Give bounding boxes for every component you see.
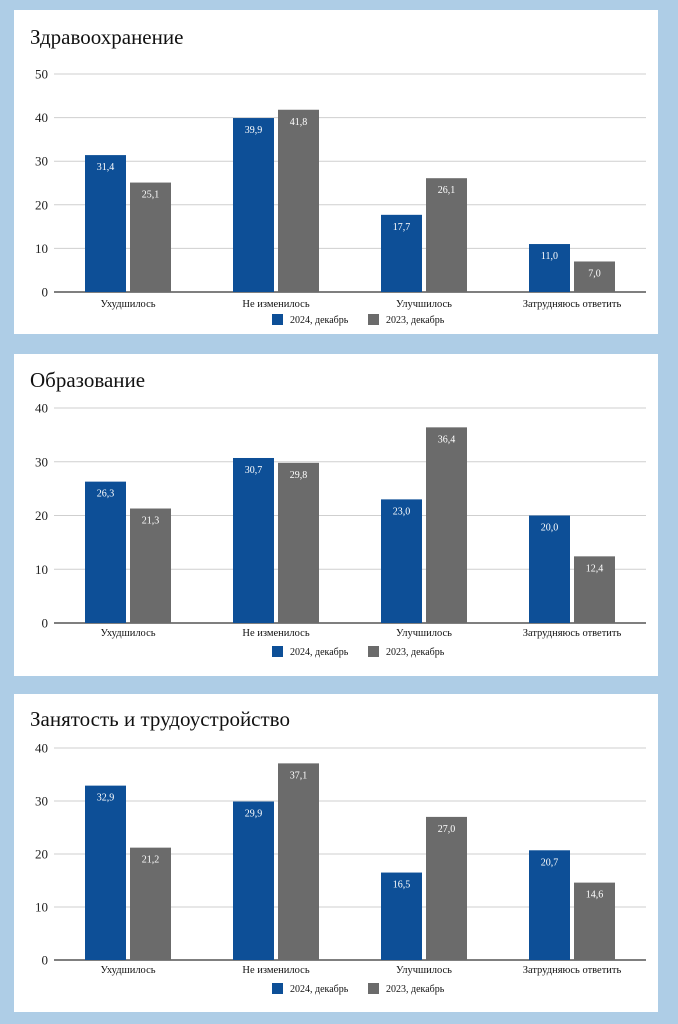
legend-label: 2024, декабрь: [290, 647, 349, 658]
category-label: Затрудняюсь ответить: [523, 628, 622, 639]
y-tick-label: 40: [35, 401, 48, 416]
data-label: 23,0: [393, 506, 411, 517]
bar: [85, 155, 126, 292]
y-tick-label: 20: [35, 847, 48, 862]
data-label: 27,0: [438, 824, 456, 835]
chart-title: Занятость и трудоустройство: [30, 707, 290, 731]
bar: [426, 816, 467, 960]
legend-label: 2023, декабрь: [386, 315, 445, 326]
category-label: Затрудняюсь ответить: [523, 299, 622, 310]
data-label: 26,3: [97, 489, 115, 500]
bar: [426, 178, 467, 292]
y-tick-label: 40: [35, 110, 48, 125]
legend-swatch: [272, 314, 283, 325]
bar: [278, 763, 319, 960]
legend-swatch: [368, 314, 379, 325]
legend-swatch: [368, 983, 379, 994]
bar: [233, 457, 274, 623]
data-label: 41,8: [290, 117, 308, 128]
y-tick-label: 20: [35, 197, 48, 212]
data-label: 20,0: [541, 523, 559, 534]
data-label: 21,3: [142, 516, 160, 527]
data-label: 37,1: [290, 770, 308, 781]
bar: [574, 261, 615, 292]
legend-swatch: [368, 646, 379, 657]
bar: [529, 244, 570, 292]
chart-svg-employment: Занятость и трудоустройство 0 10 20 30 40 32,9…: [30, 707, 646, 995]
category-label: Ухудшилось: [100, 628, 155, 639]
bar: [426, 427, 467, 623]
bar: [278, 109, 319, 292]
bar: [574, 882, 615, 960]
bar: [233, 118, 274, 292]
data-label: 30,7: [245, 465, 263, 476]
bar: [381, 214, 422, 292]
y-tick-label: 40: [35, 741, 48, 756]
y-tick-label: 30: [35, 154, 48, 169]
bar: [85, 785, 126, 960]
chart-panel-healthcare: Здравоохранение 0 10 20 30 40 50 31,4 25,1 Ухудши…: [14, 10, 658, 334]
y-tick-label: 30: [35, 454, 48, 469]
bar: [130, 182, 171, 292]
y-tick-label: 30: [35, 794, 48, 809]
data-label: 29,8: [290, 470, 308, 481]
bar: [381, 499, 422, 623]
bar: [574, 556, 615, 623]
category-label: Не изменилось: [242, 628, 309, 639]
data-label: 32,9: [97, 793, 115, 804]
chart-title: Здравоохранение: [30, 25, 183, 49]
y-tick-label: 50: [35, 67, 48, 82]
bar: [381, 872, 422, 960]
bar: [233, 801, 274, 960]
y-tick-label: 0: [42, 616, 49, 631]
data-label: 17,7: [393, 222, 411, 233]
bar: [529, 515, 570, 623]
data-label: 29,9: [245, 809, 263, 820]
y-tick-label: 0: [42, 953, 49, 968]
category-label: Ухудшилось: [100, 299, 155, 310]
chart-panel-employment: Занятость и трудоустройство 0 10 20 30 40 32,9…: [14, 694, 658, 1012]
y-tick-label: 10: [35, 241, 48, 256]
y-tick-label: 0: [42, 285, 49, 300]
category-label: Ухудшилось: [100, 965, 155, 976]
category-label: Улучшилось: [396, 965, 452, 976]
category-label: Улучшилось: [396, 299, 452, 310]
chart-svg-healthcare: Здравоохранение 0 10 20 30 40 50 31,4 25,1 Ухудши…: [30, 25, 646, 326]
data-label: 14,6: [586, 890, 604, 901]
data-label: 26,1: [438, 185, 456, 196]
data-label: 25,1: [142, 190, 160, 201]
legend-label: 2024, декабрь: [290, 984, 349, 995]
chart-title: Образование: [30, 368, 145, 392]
bar: [278, 462, 319, 623]
chart-panel-education: Образование 0 10 20 30 40 26,3 21,3 Ухудшилось 30…: [14, 354, 658, 676]
data-label: 39,9: [245, 125, 263, 136]
data-label: 16,5: [393, 880, 411, 891]
y-tick-label: 10: [35, 900, 48, 915]
bar: [130, 508, 171, 623]
data-label: 20,7: [541, 857, 559, 868]
y-tick-label: 10: [35, 562, 48, 577]
category-label: Улучшилось: [396, 628, 452, 639]
data-label: 7,0: [588, 268, 601, 279]
data-label: 36,4: [438, 434, 456, 445]
y-tick-label: 20: [35, 508, 48, 523]
category-label: Не изменилось: [242, 299, 309, 310]
legend-label: 2024, декабрь: [290, 315, 349, 326]
data-label: 21,2: [142, 855, 160, 866]
legend-swatch: [272, 646, 283, 657]
bar: [130, 847, 171, 960]
data-label: 11,0: [541, 251, 558, 262]
legend-label: 2023, декабрь: [386, 984, 445, 995]
bar: [529, 850, 570, 960]
category-label: Не изменилось: [242, 965, 309, 976]
legend-label: 2023, декабрь: [386, 647, 445, 658]
data-label: 31,4: [97, 162, 115, 173]
bar: [85, 481, 126, 623]
legend-swatch: [272, 983, 283, 994]
chart-svg-education: Образование 0 10 20 30 40 26,3 21,3 Ухудшилось 30…: [30, 368, 646, 658]
category-label: Затрудняюсь ответить: [523, 965, 622, 976]
data-label: 12,4: [586, 563, 604, 574]
